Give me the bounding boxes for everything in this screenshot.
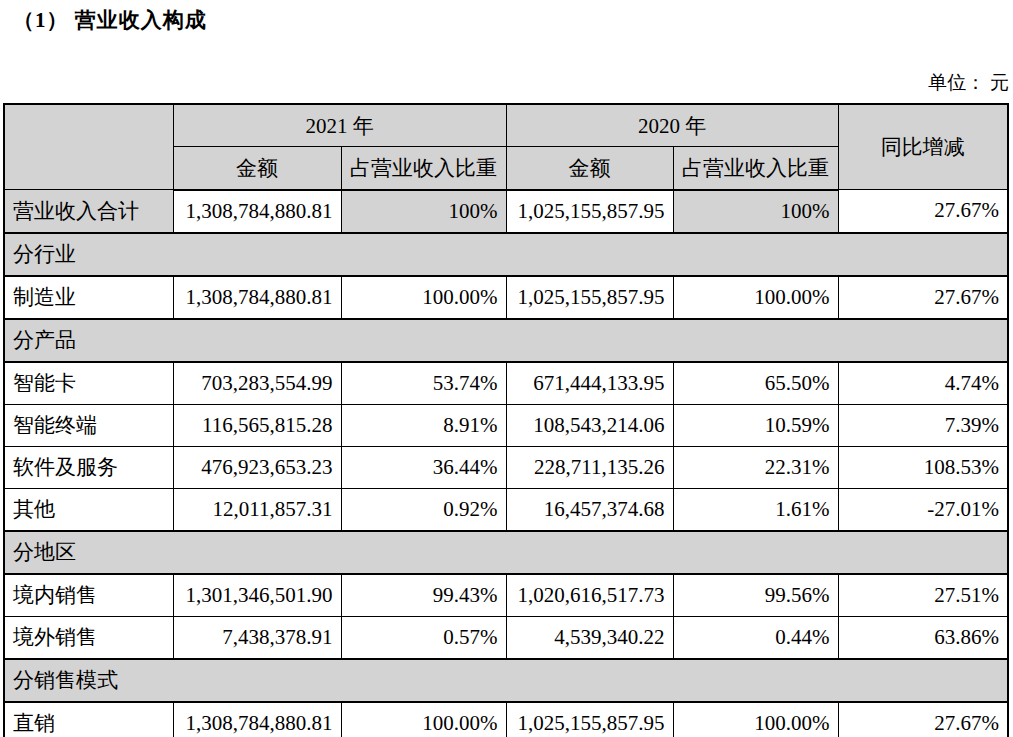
table-row: 境内销售 1,301,346,501.90 99.43% 1,020,616,5… bbox=[4, 574, 1008, 617]
amount-2021: 7,438,378.91 bbox=[173, 616, 341, 659]
yoy-value: 27.67% bbox=[838, 702, 1008, 737]
section-label: 分行业 bbox=[4, 233, 1008, 276]
row-label: 智能卡 bbox=[4, 362, 173, 405]
amount-2020: 16,457,374.68 bbox=[506, 488, 673, 531]
header-amount-2021: 金额 bbox=[173, 147, 341, 190]
row-label: 其他 bbox=[4, 488, 173, 531]
amount-2021: 12,011,857.31 bbox=[173, 488, 341, 531]
yoy-value: 108.53% bbox=[838, 446, 1008, 488]
section-row-product: 分产品 bbox=[4, 319, 1008, 362]
page-title: （1） 营业收入构成 bbox=[13, 6, 207, 34]
share-2021: 53.74% bbox=[341, 362, 506, 405]
header-corner bbox=[4, 104, 173, 190]
share-2020: 100.00% bbox=[673, 276, 838, 319]
yoy-value: -27.01% bbox=[838, 488, 1008, 531]
share-2020: 65.50% bbox=[673, 362, 838, 405]
yoy-value: 27.51% bbox=[838, 574, 1008, 617]
header-row-years: 2021 年 2020 年 同比增减 bbox=[4, 104, 1008, 147]
share-2021: 100.00% bbox=[341, 276, 506, 319]
amount-2020: 228,711,135.26 bbox=[506, 446, 673, 488]
share-2021: 100.00% bbox=[341, 702, 506, 737]
table-row-total: 营业收入合计 1,308,784,880.81 100% 1,025,155,8… bbox=[4, 190, 1008, 233]
section-label: 分地区 bbox=[4, 531, 1008, 574]
row-label: 营业收入合计 bbox=[4, 190, 173, 233]
amount-2020: 4,539,340.22 bbox=[506, 616, 673, 659]
section-label: 分销售模式 bbox=[4, 659, 1008, 702]
row-label: 境内销售 bbox=[4, 574, 173, 617]
table-row: 制造业 1,308,784,880.81 100.00% 1,025,155,8… bbox=[4, 276, 1008, 319]
share-2020: 22.31% bbox=[673, 446, 838, 488]
amount-2020: 108,543,214.06 bbox=[506, 404, 673, 446]
share-2020: 0.44% bbox=[673, 616, 838, 659]
share-2021: 8.91% bbox=[341, 404, 506, 446]
yoy-value: 7.39% bbox=[838, 404, 1008, 446]
share-2020: 10.59% bbox=[673, 404, 838, 446]
section-row-sales-model: 分销售模式 bbox=[4, 659, 1008, 702]
table-row: 智能终端 116,565,815.28 8.91% 108,543,214.06… bbox=[4, 404, 1008, 446]
share-2020: 1.61% bbox=[673, 488, 838, 531]
yoy-value: 4.74% bbox=[838, 362, 1008, 405]
amount-2020: 1,025,155,857.95 bbox=[506, 190, 673, 233]
amount-2020: 1,025,155,857.95 bbox=[506, 276, 673, 319]
header-yoy: 同比增减 bbox=[838, 104, 1008, 190]
share-2021: 100% bbox=[341, 190, 506, 233]
table-row: 其他 12,011,857.31 0.92% 16,457,374.68 1.6… bbox=[4, 488, 1008, 531]
row-label: 智能终端 bbox=[4, 404, 173, 446]
row-label: 软件及服务 bbox=[4, 446, 173, 488]
section-row-region: 分地区 bbox=[4, 531, 1008, 574]
row-label: 境外销售 bbox=[4, 616, 173, 659]
revenue-composition-table: 2021 年 2020 年 同比增减 金额 占营业收入比重 金额 占营业收入比重… bbox=[3, 103, 1009, 737]
row-label: 直销 bbox=[4, 702, 173, 737]
amount-2021: 1,308,784,880.81 bbox=[173, 190, 341, 233]
header-share-2020: 占营业收入比重 bbox=[673, 147, 838, 190]
table-row: 智能卡 703,283,554.99 53.74% 671,444,133.95… bbox=[4, 362, 1008, 405]
share-2020: 99.56% bbox=[673, 574, 838, 617]
share-2020: 100% bbox=[673, 190, 838, 233]
amount-2020: 1,025,155,857.95 bbox=[506, 702, 673, 737]
unit-label: 单位： 元 bbox=[928, 70, 1009, 96]
share-2021: 0.92% bbox=[341, 488, 506, 531]
table-row: 软件及服务 476,923,653.23 36.44% 228,711,135.… bbox=[4, 446, 1008, 488]
share-2020: 100.00% bbox=[673, 702, 838, 737]
table-row: 境外销售 7,438,378.91 0.57% 4,539,340.22 0.4… bbox=[4, 616, 1008, 659]
yoy-value: 27.67% bbox=[838, 276, 1008, 319]
yoy-value: 63.86% bbox=[838, 616, 1008, 659]
amount-2021: 476,923,653.23 bbox=[173, 446, 341, 488]
section-row-industry: 分行业 bbox=[4, 233, 1008, 276]
amount-2021: 116,565,815.28 bbox=[173, 404, 341, 446]
share-2021: 36.44% bbox=[341, 446, 506, 488]
share-2021: 0.57% bbox=[341, 616, 506, 659]
section-label: 分产品 bbox=[4, 319, 1008, 362]
share-2021: 99.43% bbox=[341, 574, 506, 617]
header-year-2020: 2020 年 bbox=[506, 104, 838, 147]
amount-2020: 671,444,133.95 bbox=[506, 362, 673, 405]
amount-2021: 1,301,346,501.90 bbox=[173, 574, 341, 617]
row-label: 制造业 bbox=[4, 276, 173, 319]
amount-2021: 1,308,784,880.81 bbox=[173, 702, 341, 737]
yoy-value: 27.67% bbox=[838, 190, 1008, 233]
header-year-2021: 2021 年 bbox=[173, 104, 506, 147]
amount-2020: 1,020,616,517.73 bbox=[506, 574, 673, 617]
table-row: 直销 1,308,784,880.81 100.00% 1,025,155,85… bbox=[4, 702, 1008, 737]
header-amount-2020: 金额 bbox=[506, 147, 673, 190]
amount-2021: 1,308,784,880.81 bbox=[173, 276, 341, 319]
header-share-2021: 占营业收入比重 bbox=[341, 147, 506, 190]
amount-2021: 703,283,554.99 bbox=[173, 362, 341, 405]
